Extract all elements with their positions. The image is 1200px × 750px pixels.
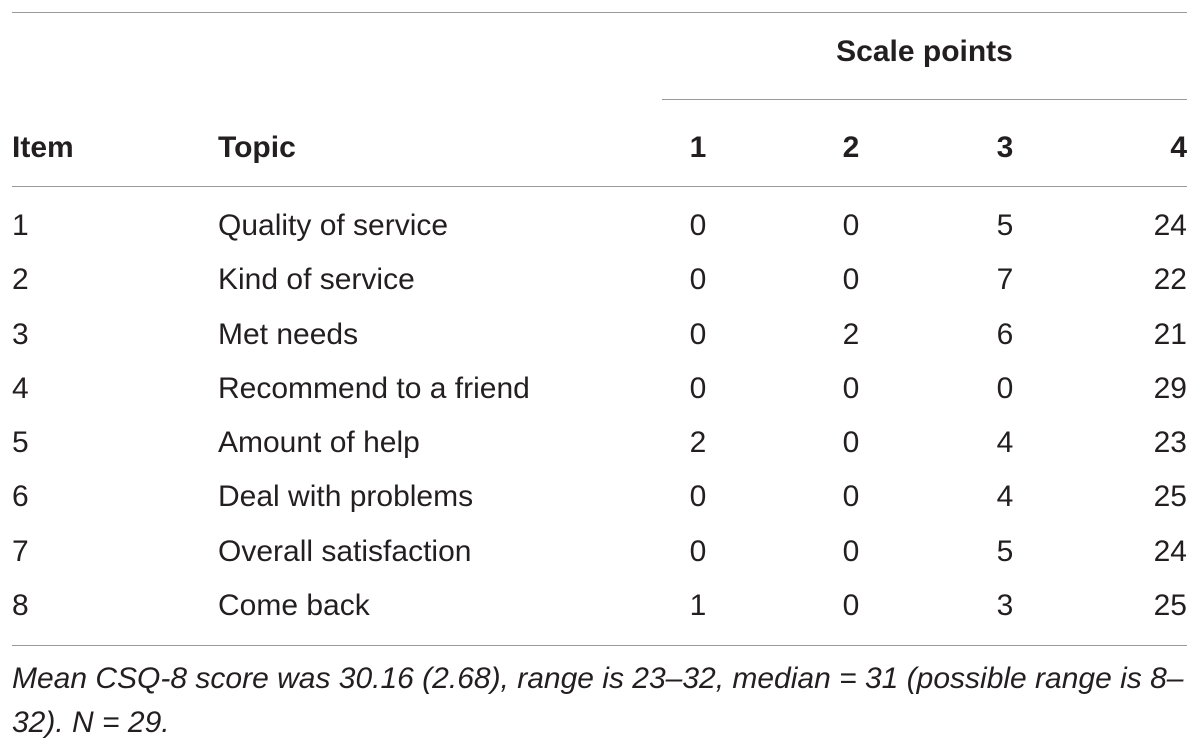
- cell-scale-1: 0: [689, 209, 707, 242]
- header-scale-3: 3: [996, 131, 1014, 164]
- cell-scale-3: 7: [996, 263, 1014, 297]
- cell-item: 3: [12, 317, 29, 351]
- cell-scale-4: 22: [1153, 263, 1187, 297]
- cell-topic: Recommend to a friend: [218, 371, 530, 405]
- cell-scale-3: 4: [996, 480, 1014, 514]
- cell-scale-4: 24: [1153, 209, 1187, 242]
- table-body: 1 Quality of service 0 0 5 24 2 Kind of …: [12, 203, 1187, 637]
- cell-item: 6: [12, 480, 29, 514]
- cell-scale-1: 1: [689, 589, 707, 623]
- table-row: 2 Kind of service 0 0 7 22: [12, 257, 1187, 311]
- table-row: 5 Amount of help 2 0 4 23: [12, 420, 1187, 474]
- cell-scale-1: 0: [689, 480, 707, 514]
- cell-item: 7: [12, 534, 29, 568]
- header-item: Item: [12, 131, 74, 164]
- cell-scale-3: 5: [996, 534, 1014, 568]
- cell-scale-2: 0: [842, 371, 860, 405]
- table-row: 1 Quality of service 0 0 5 24: [12, 203, 1187, 257]
- cell-topic: Deal with problems: [218, 480, 474, 514]
- header-scale-4: 4: [1170, 131, 1187, 164]
- cell-topic: Come back: [218, 589, 370, 623]
- cell-scale-4: 25: [1153, 589, 1187, 623]
- cell-scale-4: 25: [1153, 480, 1187, 514]
- cell-topic: Quality of service: [218, 209, 449, 242]
- cell-scale-4: 21: [1153, 317, 1187, 351]
- table-top-rule: [12, 12, 1187, 13]
- cell-topic: Met needs: [218, 317, 359, 351]
- cell-scale-2: 0: [842, 480, 860, 514]
- table-row: 6 Deal with problems 0 0 4 25: [12, 474, 1187, 528]
- table-row: 4 Recommend to a friend 0 0 0 29: [12, 366, 1187, 420]
- cell-scale-2: 0: [842, 534, 860, 568]
- cell-scale-1: 2: [689, 426, 707, 460]
- cell-scale-2: 0: [842, 589, 860, 623]
- cell-item: 8: [12, 589, 29, 623]
- cell-scale-1: 0: [689, 371, 707, 405]
- cell-topic: Overall satisfaction: [218, 534, 472, 568]
- cell-scale-3: 5: [996, 209, 1014, 242]
- table-row: 7 Overall satisfaction 0 0 5 24: [12, 529, 1187, 583]
- table-row: 3 Met needs 0 2 6 21: [12, 312, 1187, 366]
- table-header-row: Item Topic 1 2 3 4: [12, 128, 1187, 168]
- header-scale-2: 2: [842, 131, 860, 164]
- header-scale-1: 1: [689, 131, 707, 164]
- scale-points-spanner-header: Scale points: [836, 35, 1013, 68]
- cell-scale-2: 0: [842, 263, 860, 297]
- header-topic: Topic: [218, 131, 296, 164]
- cell-item: 2: [12, 263, 29, 297]
- cell-item: 5: [12, 426, 29, 460]
- cell-scale-4: 29: [1153, 371, 1187, 405]
- cell-scale-3: 6: [996, 317, 1014, 351]
- cell-scale-3: 3: [996, 589, 1014, 623]
- cell-scale-2: 2: [842, 317, 860, 351]
- spanner-rule: [662, 99, 1187, 100]
- cell-item: 4: [12, 371, 29, 405]
- cell-scale-3: 0: [996, 371, 1014, 405]
- header-rule: [12, 186, 1187, 187]
- cell-scale-2: 0: [842, 209, 860, 242]
- table-row: 8 Come back 1 0 3 25: [12, 583, 1187, 637]
- cell-topic: Kind of service: [218, 263, 415, 297]
- cell-item: 1: [12, 209, 29, 242]
- cell-scale-1: 0: [689, 317, 707, 351]
- cell-scale-2: 0: [842, 426, 860, 460]
- cell-scale-4: 24: [1153, 534, 1187, 568]
- cell-topic: Amount of help: [218, 426, 420, 460]
- table-footnote: Mean CSQ-8 score was 30.16 (2.68), range…: [12, 662, 1184, 739]
- cell-scale-4: 23: [1153, 426, 1187, 460]
- cell-scale-3: 4: [996, 426, 1014, 460]
- cell-scale-1: 0: [689, 263, 707, 297]
- table-bottom-rule: [12, 645, 1187, 646]
- cell-scale-1: 0: [689, 534, 707, 568]
